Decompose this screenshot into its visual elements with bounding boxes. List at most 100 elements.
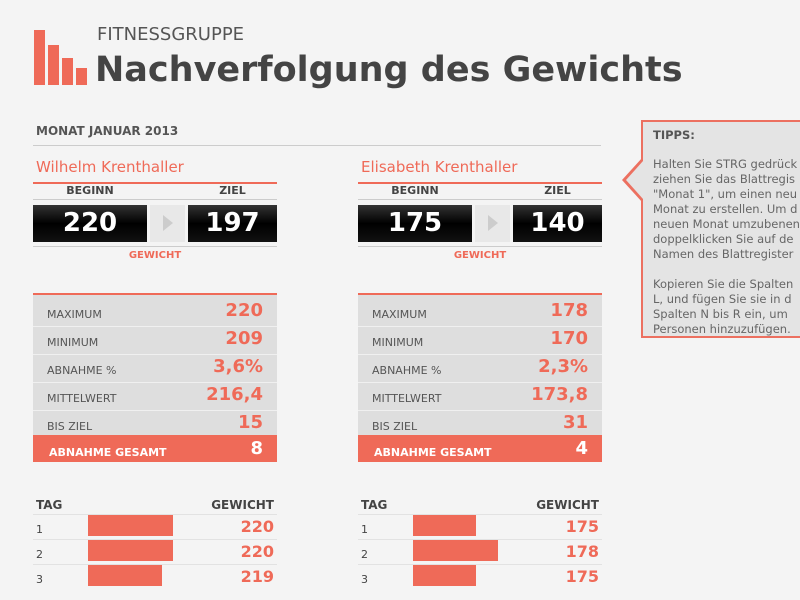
tips-line: neuen Monat umzubenen xyxy=(653,217,800,231)
start-label: BEGINN xyxy=(66,184,114,197)
rule xyxy=(33,382,277,383)
day-number: 2 xyxy=(361,548,368,561)
goal-label: ZIEL xyxy=(544,184,571,197)
rule xyxy=(358,293,602,295)
total-value: 4 xyxy=(575,438,588,459)
stat-value: 31 xyxy=(562,412,588,433)
weight-header: GEWICHT xyxy=(536,498,599,512)
stat-value: 220 xyxy=(225,300,263,321)
day-number: 2 xyxy=(36,548,43,561)
rule xyxy=(358,410,602,411)
stat-label: BIS ZIEL xyxy=(372,420,418,433)
tips-line: ziehen Sie das Blattregis xyxy=(653,172,796,186)
stats-panel xyxy=(358,295,602,435)
rule xyxy=(358,326,602,327)
page-title: Nachverfolgung des Gewichts xyxy=(95,50,683,90)
rule xyxy=(358,564,602,565)
rule xyxy=(358,514,602,515)
tips-title: TIPPS: xyxy=(653,128,695,142)
total-label: ABNAHME GESAMT xyxy=(49,446,167,459)
weight-bar xyxy=(413,565,476,586)
stat-label: MINIMUM xyxy=(372,336,424,349)
day-weight: 220 xyxy=(240,542,274,561)
day-weight: 175 xyxy=(565,517,599,536)
goal-value: 197 xyxy=(188,205,277,242)
tips-line: L, und fügen Sie sie in d xyxy=(653,292,792,306)
logo-bar xyxy=(76,68,87,85)
rule xyxy=(358,354,602,355)
stat-label: MAXIMUM xyxy=(372,308,427,321)
rule xyxy=(358,182,602,184)
rule xyxy=(33,410,277,411)
goal-label: ZIEL xyxy=(219,184,246,197)
weight-bar xyxy=(88,565,162,586)
rule xyxy=(358,382,602,383)
arrow xyxy=(488,215,498,231)
weight-label: GEWICHT xyxy=(128,250,182,261)
goal-value: 140 xyxy=(513,205,602,242)
weight-bar xyxy=(413,515,476,536)
rule xyxy=(33,514,277,515)
day-weight: 178 xyxy=(565,542,599,561)
day-number: 1 xyxy=(36,523,43,536)
tips-line: Monat zu erstellen. Um d xyxy=(653,202,798,216)
stat-label: BIS ZIEL xyxy=(47,420,93,433)
stat-label: MAXIMUM xyxy=(47,308,102,321)
rule xyxy=(358,539,602,540)
stat-value: 3,6% xyxy=(213,356,263,377)
rule xyxy=(33,246,277,247)
start-value: 175 xyxy=(358,205,472,242)
person-name: Wilhelm Krenthaller xyxy=(36,158,184,176)
day-number: 3 xyxy=(361,573,368,586)
stat-value: 173,8 xyxy=(531,384,588,405)
stat-label: MINIMUM xyxy=(47,336,99,349)
rule xyxy=(33,564,277,565)
total-panel xyxy=(33,435,277,462)
tips-line: Namen des Blattregister xyxy=(653,247,794,261)
weight-label: GEWICHT xyxy=(453,250,507,261)
stat-label: MITTELWERT xyxy=(47,392,117,405)
start-value: 220 xyxy=(33,205,147,242)
tips-line: Spalten N bis R ein, um xyxy=(653,307,788,321)
rule xyxy=(33,539,277,540)
rule xyxy=(33,199,277,200)
tips-line: doppelklicken Sie auf de xyxy=(653,232,794,246)
day-header: TAG xyxy=(36,498,63,512)
weight-bar xyxy=(88,515,173,536)
group-name: FITNESSGRUPPE xyxy=(97,24,245,45)
person-name: Elisabeth Krenthaller xyxy=(361,158,518,176)
stat-value: 2,3% xyxy=(538,356,588,377)
total-value: 8 xyxy=(250,438,263,459)
logo-bar xyxy=(34,30,45,85)
month-label: MONAT JANUAR 2013 xyxy=(36,124,179,138)
tips-line: "Monat 1", um einen neu xyxy=(653,187,798,201)
tips-line: Halten Sie STRG gedrück xyxy=(653,157,798,171)
rule xyxy=(33,354,277,355)
day-weight: 175 xyxy=(565,567,599,586)
arrow xyxy=(163,215,173,231)
day-weight: 220 xyxy=(240,517,274,536)
stat-value: 216,4 xyxy=(206,384,263,405)
rule xyxy=(358,199,602,200)
stats-panel xyxy=(33,295,277,435)
logo-bar xyxy=(62,58,73,85)
tips-box: TIPPS: Halten Sie STRG gedrück ziehen Sie… xyxy=(641,120,800,338)
rule xyxy=(33,326,277,327)
rule xyxy=(358,246,602,247)
day-number: 3 xyxy=(36,573,43,586)
stat-value: 209 xyxy=(225,328,263,349)
stat-label: ABNAHME % xyxy=(47,364,117,377)
start-label: BEGINN xyxy=(391,184,439,197)
divider xyxy=(33,145,601,146)
total-label: ABNAHME GESAMT xyxy=(374,446,492,459)
rule xyxy=(33,293,277,295)
tips-spacer xyxy=(653,262,799,277)
stat-label: MITTELWERT xyxy=(372,392,442,405)
total-panel xyxy=(358,435,602,462)
day-header: TAG xyxy=(361,498,388,512)
rule xyxy=(33,182,277,184)
stat-value: 15 xyxy=(237,412,263,433)
weight-bar xyxy=(88,540,173,561)
day-number: 1 xyxy=(361,523,368,536)
